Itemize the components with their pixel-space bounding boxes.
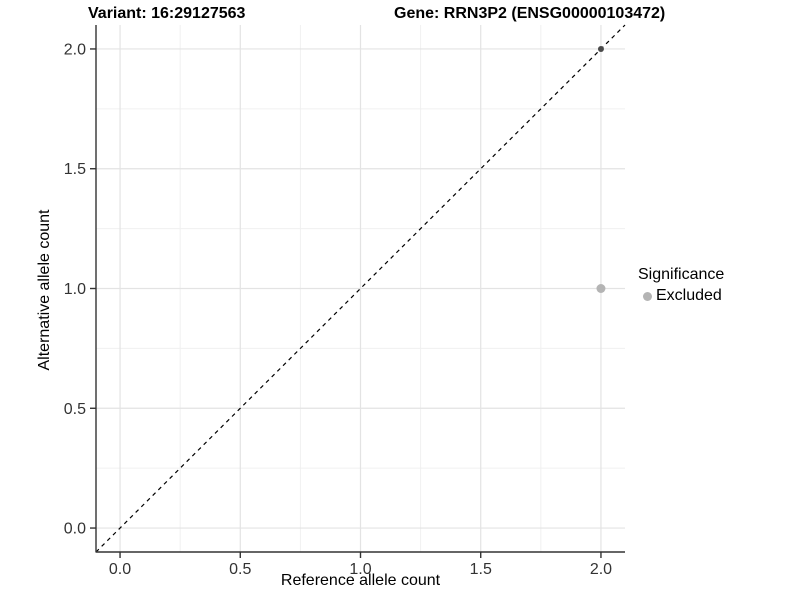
svg-text:2.0: 2.0 bbox=[590, 561, 612, 578]
svg-text:2.0: 2.0 bbox=[64, 41, 86, 58]
svg-text:1.5: 1.5 bbox=[470, 561, 492, 578]
plot-title-variant: Variant: 16:29127563 bbox=[88, 5, 246, 22]
plot-title-gene: Gene: RRN3P2 (ENSG00000103472) bbox=[394, 5, 666, 22]
legend: Significance Excluded bbox=[638, 266, 724, 305]
svg-text:0.5: 0.5 bbox=[64, 401, 86, 418]
svg-text:1.5: 1.5 bbox=[64, 161, 86, 178]
svg-text:1.0: 1.0 bbox=[349, 561, 371, 578]
legend-title: Significance bbox=[638, 266, 725, 283]
svg-text:0.0: 0.0 bbox=[64, 521, 86, 538]
x-axis-title: Reference allele count bbox=[280, 572, 441, 589]
svg-text:0.5: 0.5 bbox=[229, 561, 251, 578]
excluded-point-icon bbox=[643, 291, 652, 301]
y-axis-title: Alternative allele count bbox=[36, 209, 53, 371]
svg-text:1.0: 1.0 bbox=[64, 281, 86, 298]
legend-item-label: Excluded bbox=[656, 287, 722, 304]
svg-text:0.0: 0.0 bbox=[109, 561, 131, 578]
legend-item-excluded: Excluded bbox=[638, 287, 724, 305]
